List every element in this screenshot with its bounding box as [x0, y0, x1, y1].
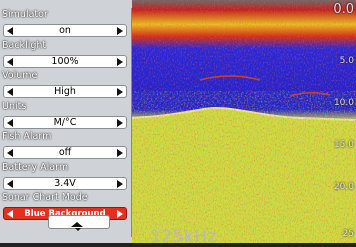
left-arrow[interactable] — [7, 149, 13, 157]
depth-label: 0.0 — [333, 2, 354, 17]
item-value[interactable]: off — [3, 146, 127, 159]
item-label: Units — [2, 101, 26, 112]
menu-item: Fish Alarm off — [0, 130, 131, 161]
right-arrow[interactable] — [117, 119, 123, 127]
item-value[interactable]: M/°C — [3, 116, 127, 129]
left-arrow[interactable] — [7, 210, 13, 218]
value-text: 100% — [18, 56, 112, 68]
left-arrow[interactable] — [7, 58, 13, 66]
depth-label: 25 — [343, 229, 354, 239]
depth-label: 10.0 — [334, 98, 354, 108]
scroll-arrows[interactable] — [48, 215, 110, 229]
value-text: High — [18, 86, 112, 98]
settings-menu: Simulator on Backlight 100% Volume High Units M… — [0, 8, 132, 237]
item-value[interactable]: 100% — [3, 55, 127, 68]
right-arrow[interactable] — [117, 88, 123, 96]
depth-label: 5.0 — [340, 56, 354, 66]
item-label: Volume — [2, 70, 37, 81]
right-arrow[interactable] — [117, 27, 123, 35]
left-arrow[interactable] — [7, 88, 13, 96]
depth-label: 15.0 — [334, 140, 354, 150]
item-label: Fish Alarm — [2, 131, 51, 142]
left-arrow[interactable] — [7, 27, 13, 35]
value-text: 3.4V — [18, 178, 112, 190]
menu-item: Units M/°C — [0, 100, 131, 131]
menu-item: Backlight 100% — [0, 39, 131, 70]
depth-label: 20.0 — [334, 182, 354, 192]
item-value[interactable]: on — [3, 24, 127, 37]
screen: Simulator on Backlight 100% Volume High Units M… — [0, 0, 356, 243]
menu-item: Simulator on — [0, 8, 131, 39]
right-arrow[interactable] — [117, 58, 123, 66]
value-text: M/°C — [18, 117, 112, 129]
right-arrow[interactable] — [117, 210, 123, 218]
right-arrow[interactable] — [117, 149, 123, 157]
left-arrow[interactable] — [7, 119, 13, 127]
item-label: Sonar Chart Mode — [2, 192, 88, 203]
arrow-icons — [49, 219, 109, 231]
item-label: Battery Alarm — [2, 162, 68, 173]
menu-item: Volume High — [0, 69, 131, 100]
left-arrow[interactable] — [7, 180, 13, 188]
item-value[interactable]: High — [3, 85, 127, 98]
value-text: on — [18, 25, 112, 37]
right-arrow[interactable] — [117, 180, 123, 188]
frequency-label: 125kHz — [150, 227, 217, 247]
item-value[interactable]: 3.4V — [3, 177, 127, 190]
item-label: Backlight — [2, 40, 46, 51]
value-text: off — [18, 147, 112, 159]
menu-item: Battery Alarm 3.4V — [0, 161, 131, 192]
item-label: Simulator — [2, 9, 48, 20]
